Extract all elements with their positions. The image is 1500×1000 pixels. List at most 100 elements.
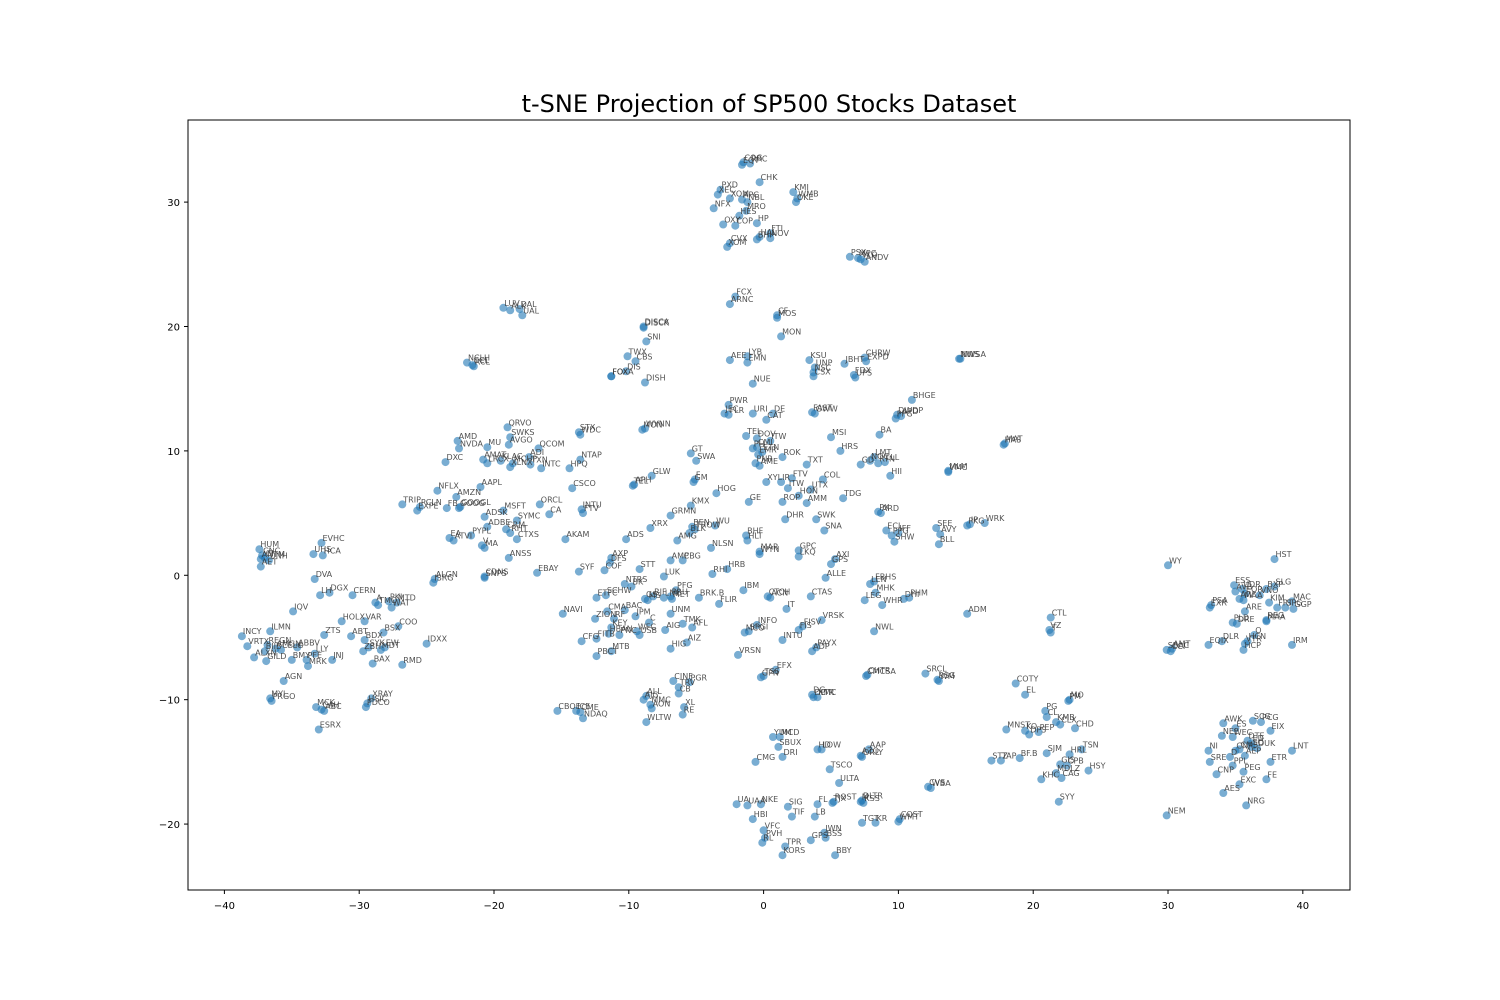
- point-label: VFC: [765, 821, 781, 830]
- data-point: [615, 631, 624, 639]
- point-label: MS: [649, 591, 661, 600]
- point-label: SYMC: [518, 512, 541, 521]
- point-label: CTXS: [518, 530, 539, 539]
- point-label: WMB: [798, 189, 818, 198]
- data-point: [320, 631, 329, 639]
- data-point: [398, 660, 407, 669]
- point-label: AIV: [1241, 590, 1255, 599]
- point-label: AMAT: [484, 451, 506, 460]
- point-label: FTI: [771, 224, 783, 233]
- point-label: LRCX: [488, 454, 509, 463]
- data-point: [674, 689, 683, 698]
- point-label: LKQ: [800, 548, 816, 557]
- data-point: [725, 356, 734, 365]
- data-point: [777, 332, 786, 341]
- data-point: [766, 436, 775, 445]
- data-point: [512, 516, 521, 525]
- data-point: [605, 558, 614, 567]
- point-label: RMD: [403, 656, 422, 665]
- data-point: [669, 677, 678, 685]
- data-point: [318, 551, 327, 560]
- data-point: [610, 614, 618, 623]
- y-axis-ticks: −20 −10 0 10 20 30: [159, 198, 188, 831]
- data-point: [483, 443, 492, 452]
- point-label: PYPL: [472, 527, 491, 536]
- data-point: [533, 568, 542, 577]
- data-point: [769, 733, 777, 741]
- data-point: [1056, 720, 1065, 729]
- point-label: MSFT: [504, 502, 525, 511]
- data-point: [934, 677, 943, 685]
- point-label: XRAY: [372, 689, 393, 698]
- point-label: PPG: [893, 527, 909, 536]
- data-point: [781, 515, 790, 524]
- data-point: [805, 356, 814, 365]
- data-point: [631, 612, 640, 621]
- point-label: AET: [262, 558, 278, 567]
- data-point: [1228, 761, 1237, 770]
- point-label: SBAC: [1168, 641, 1190, 650]
- data-point: [627, 582, 636, 591]
- point-label: MTB: [612, 642, 629, 651]
- data-point: [1270, 555, 1279, 564]
- point-label: SPG: [1286, 599, 1302, 608]
- point-label: T: [1051, 624, 1057, 633]
- point-label: COO: [399, 617, 417, 626]
- point-label: DXC: [447, 453, 464, 462]
- point-label: WY: [1169, 556, 1182, 565]
- data-point: [755, 461, 764, 470]
- data-point: [689, 478, 698, 486]
- point-label: FBHS: [875, 573, 896, 582]
- data-point: [398, 500, 407, 509]
- point-label: SO: [1253, 738, 1264, 747]
- data-point: [287, 655, 296, 664]
- data-point: [871, 818, 880, 827]
- x-tick-label: 20: [1027, 901, 1040, 912]
- data-point: [932, 524, 941, 532]
- data-point: [592, 652, 601, 661]
- data-point: [480, 573, 489, 582]
- point-label: FOXA: [612, 367, 634, 376]
- point-label: PDCO: [367, 698, 390, 707]
- point-label: PKG: [968, 517, 984, 526]
- point-label: WAT: [393, 599, 410, 608]
- data-point: [778, 752, 787, 761]
- data-point: [1232, 619, 1241, 628]
- data-point: [874, 459, 883, 468]
- point-label: BLL: [940, 535, 955, 544]
- point-label: MON: [782, 327, 801, 336]
- data-point: [607, 647, 616, 656]
- data-point: [310, 575, 319, 583]
- axes: [187, 119, 1351, 891]
- point-label: AGN: [285, 672, 303, 681]
- point-label: CMCSA: [867, 667, 896, 676]
- data-point: [673, 536, 682, 545]
- point-label: LUK: [665, 568, 681, 577]
- point-label: TROW: [695, 520, 721, 529]
- data-point: [576, 430, 585, 439]
- data-point: [526, 460, 535, 469]
- data-point: [759, 826, 768, 835]
- point-label: LMT: [875, 448, 891, 457]
- data-point: [1288, 746, 1296, 755]
- point-label: DRI: [784, 748, 798, 757]
- data-point: [1266, 726, 1275, 735]
- point-label: NOC: [871, 452, 889, 461]
- data-point: [628, 481, 637, 490]
- point-label: INTU: [784, 631, 803, 640]
- point-label: FB: [448, 499, 458, 508]
- data-point: [672, 586, 680, 595]
- point-label: EVHC: [323, 534, 346, 543]
- point-label: ABBV: [298, 638, 320, 647]
- point-label: WBA: [932, 779, 951, 788]
- data-point: [1257, 718, 1265, 727]
- data-point: [639, 323, 648, 332]
- point-label: VRSK: [823, 611, 845, 620]
- point-label: LLL: [886, 453, 900, 462]
- point-label: COF: [606, 561, 623, 570]
- data-point: [1166, 647, 1175, 656]
- data-point: [860, 257, 869, 266]
- point-label: PEP: [1040, 723, 1055, 732]
- data-point: [394, 622, 403, 631]
- point-label: CMG: [757, 753, 776, 762]
